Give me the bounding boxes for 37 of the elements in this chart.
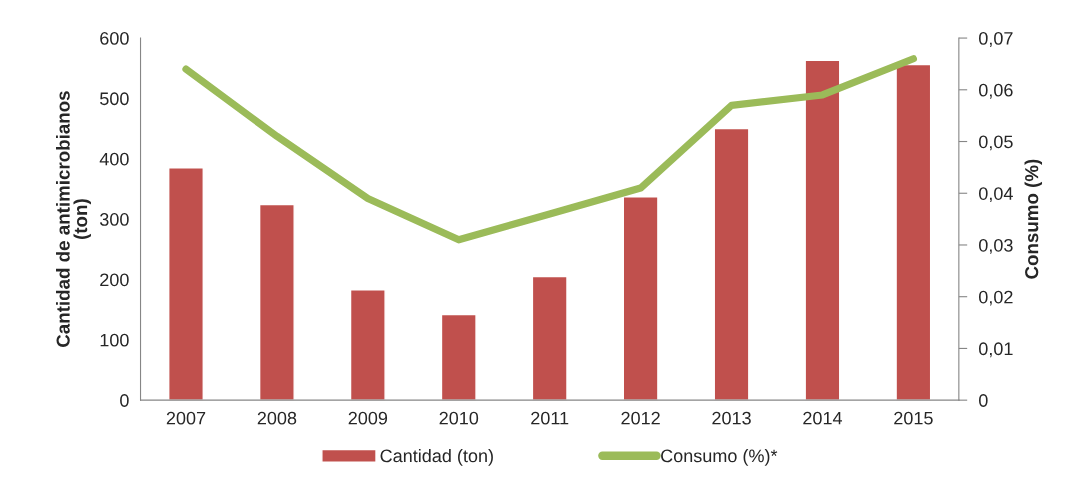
bar (622, 196, 659, 401)
bar (895, 63, 932, 401)
x-tick-label: 2010 (439, 411, 479, 425)
bar (168, 167, 204, 401)
x-tick-label: 2013 (712, 411, 751, 425)
bar (713, 127, 750, 401)
bar (258, 203, 295, 401)
y2-tick-label: 0,04 (979, 187, 1013, 203)
x-tick-label: 2007 (166, 411, 206, 425)
y2-tick-label: 0,03 (979, 238, 1013, 254)
y-tick-label: 200 (100, 273, 129, 287)
y2-tick-label: 0,06 (979, 83, 1013, 99)
bar (349, 289, 386, 401)
bar (804, 59, 841, 401)
y-tick-label: 100 (100, 333, 129, 347)
x-tick-label: 2009 (348, 411, 388, 425)
x-tick-label: 2008 (257, 411, 297, 425)
y-tick-label: 600 (100, 32, 129, 45)
bar (531, 275, 568, 401)
y2-tick-label: 0,01 (979, 342, 1013, 358)
y2-tick-label: 0 (979, 394, 988, 407)
x-tick-label: 2012 (621, 411, 660, 425)
y-axis-title: Cantidad de antimicrobianos (ton) (56, 91, 91, 347)
y-tick-label: 300 (99, 213, 129, 226)
y2-axis-title: Consumo (%) (1024, 159, 1043, 279)
y2-tick-label: 0,02 (979, 290, 1013, 306)
bar (440, 313, 477, 401)
y2-tick-label: 0,07 (979, 32, 1013, 47)
y2-tick-label: 0,05 (979, 135, 1013, 151)
x-tick-label: 2011 (531, 411, 569, 425)
legend-label: Consumo (%)* (661, 449, 778, 466)
y-tick-label: 400 (99, 152, 129, 166)
x-tick-label: 2015 (894, 411, 933, 425)
y-tick-label: 0 (120, 394, 129, 407)
y-tick-label: 500 (100, 92, 129, 106)
x-tick-label: 2014 (803, 411, 843, 425)
legend-label: Cantidad (ton) (380, 449, 493, 466)
